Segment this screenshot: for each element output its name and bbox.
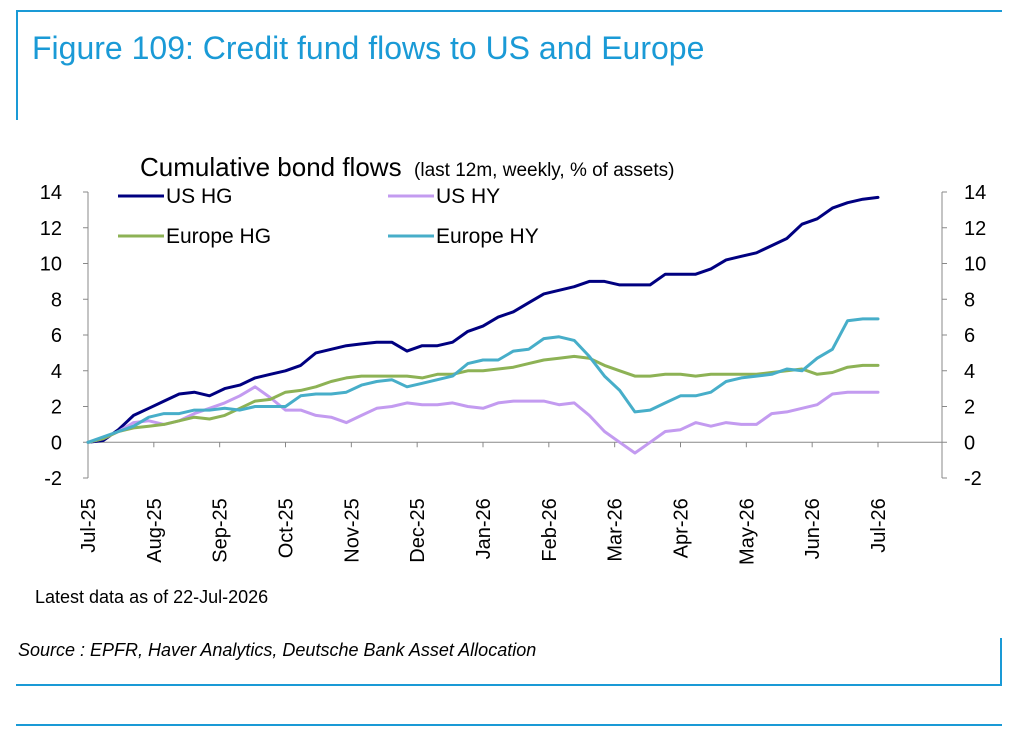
y-tick-label-right: 8 <box>964 289 975 311</box>
x-tick-label: Nov-25 <box>341 498 363 562</box>
legend-item-us-hg: US HG <box>118 185 233 208</box>
y-tick-label-left: -2 <box>44 468 62 490</box>
chart-axes: -2 -2 0 0 2 2 4 4 6 6 8 8 10 10 12 12 14 14 Jul-25 Aug-25 Se… <box>40 182 987 565</box>
series-line-europe-hg <box>86 354 880 444</box>
legend-label: Europe HG <box>166 225 271 248</box>
y-tick-label-left: 14 <box>40 182 62 204</box>
x-tick-label: Aug-25 <box>144 498 166 563</box>
legend-item-europe-hy: Europe HY <box>388 225 539 248</box>
chart-title-main: Cumulative bond flows <box>140 152 402 182</box>
figure-left-rule <box>16 10 18 120</box>
source-text: Source : EPFR, Haver Analytics, Deutsche… <box>18 640 537 660</box>
x-tick-label: Jul-26 <box>868 498 890 552</box>
chart-title-subtitle: (last 12m, weekly, % of assets) <box>414 160 674 181</box>
page-bottom-rule <box>16 724 1002 726</box>
y-tick-label-right: 4 <box>964 361 975 383</box>
line-chart: Cumulative bond flows (last 12m, weekly,… <box>40 152 987 565</box>
legend-label: Europe HY <box>436 225 539 248</box>
y-tick-label-right: 0 <box>964 432 975 454</box>
y-tick-label-left: 8 <box>51 289 62 311</box>
x-tick-label: Jan-26 <box>473 498 495 559</box>
x-tick-label: Sep-25 <box>210 498 232 563</box>
y-tick-label-left: 0 <box>51 432 62 454</box>
chart-title: Cumulative bond flows (last 12m, weekly,… <box>140 152 674 182</box>
source-right-rule <box>1000 638 1002 684</box>
y-tick-label-right: 2 <box>964 397 975 419</box>
y-tick-label-right: 14 <box>964 182 986 204</box>
legend-item-us-hy: US HY <box>388 185 500 208</box>
y-tick-label-left: 4 <box>51 361 62 383</box>
data-note: Latest data as of 22-Jul-2026 <box>35 587 269 607</box>
y-tick-label-right: 6 <box>964 325 975 347</box>
chart-series <box>86 195 880 455</box>
legend-label: US HG <box>166 185 233 208</box>
y-tick-label-right: 10 <box>964 254 986 276</box>
x-tick-label: May-26 <box>736 498 758 565</box>
figure-top-rule <box>16 10 1002 12</box>
source-bottom-rule <box>16 684 1002 686</box>
y-tick-label-left: 2 <box>51 397 62 419</box>
series-line-us-hy <box>86 385 880 455</box>
x-tick-label: Feb-26 <box>539 498 561 561</box>
x-tick-label: Oct-25 <box>276 498 298 558</box>
series-line-us-hg <box>86 195 880 444</box>
figure-title: Figure 109: Credit fund flows to US and … <box>32 30 705 66</box>
y-tick-label-left: 10 <box>40 254 62 276</box>
series-line-europe-hy <box>86 317 880 444</box>
x-tick-label: Jul-25 <box>78 498 100 552</box>
x-tick-label: Jun-26 <box>802 498 824 559</box>
legend-label: US HY <box>436 185 500 208</box>
x-tick-label: Dec-25 <box>407 498 429 562</box>
y-tick-label-right: -2 <box>964 468 982 490</box>
chart-legend: US HG US HY Europe HG Europe HY <box>118 185 539 248</box>
legend-item-europe-hg: Europe HG <box>118 225 271 248</box>
x-tick-label: Apr-26 <box>671 498 693 558</box>
y-tick-label-left: 12 <box>40 218 62 240</box>
y-tick-label-left: 6 <box>51 325 62 347</box>
x-tick-label: Mar-26 <box>605 498 627 561</box>
y-tick-label-right: 12 <box>964 218 986 240</box>
